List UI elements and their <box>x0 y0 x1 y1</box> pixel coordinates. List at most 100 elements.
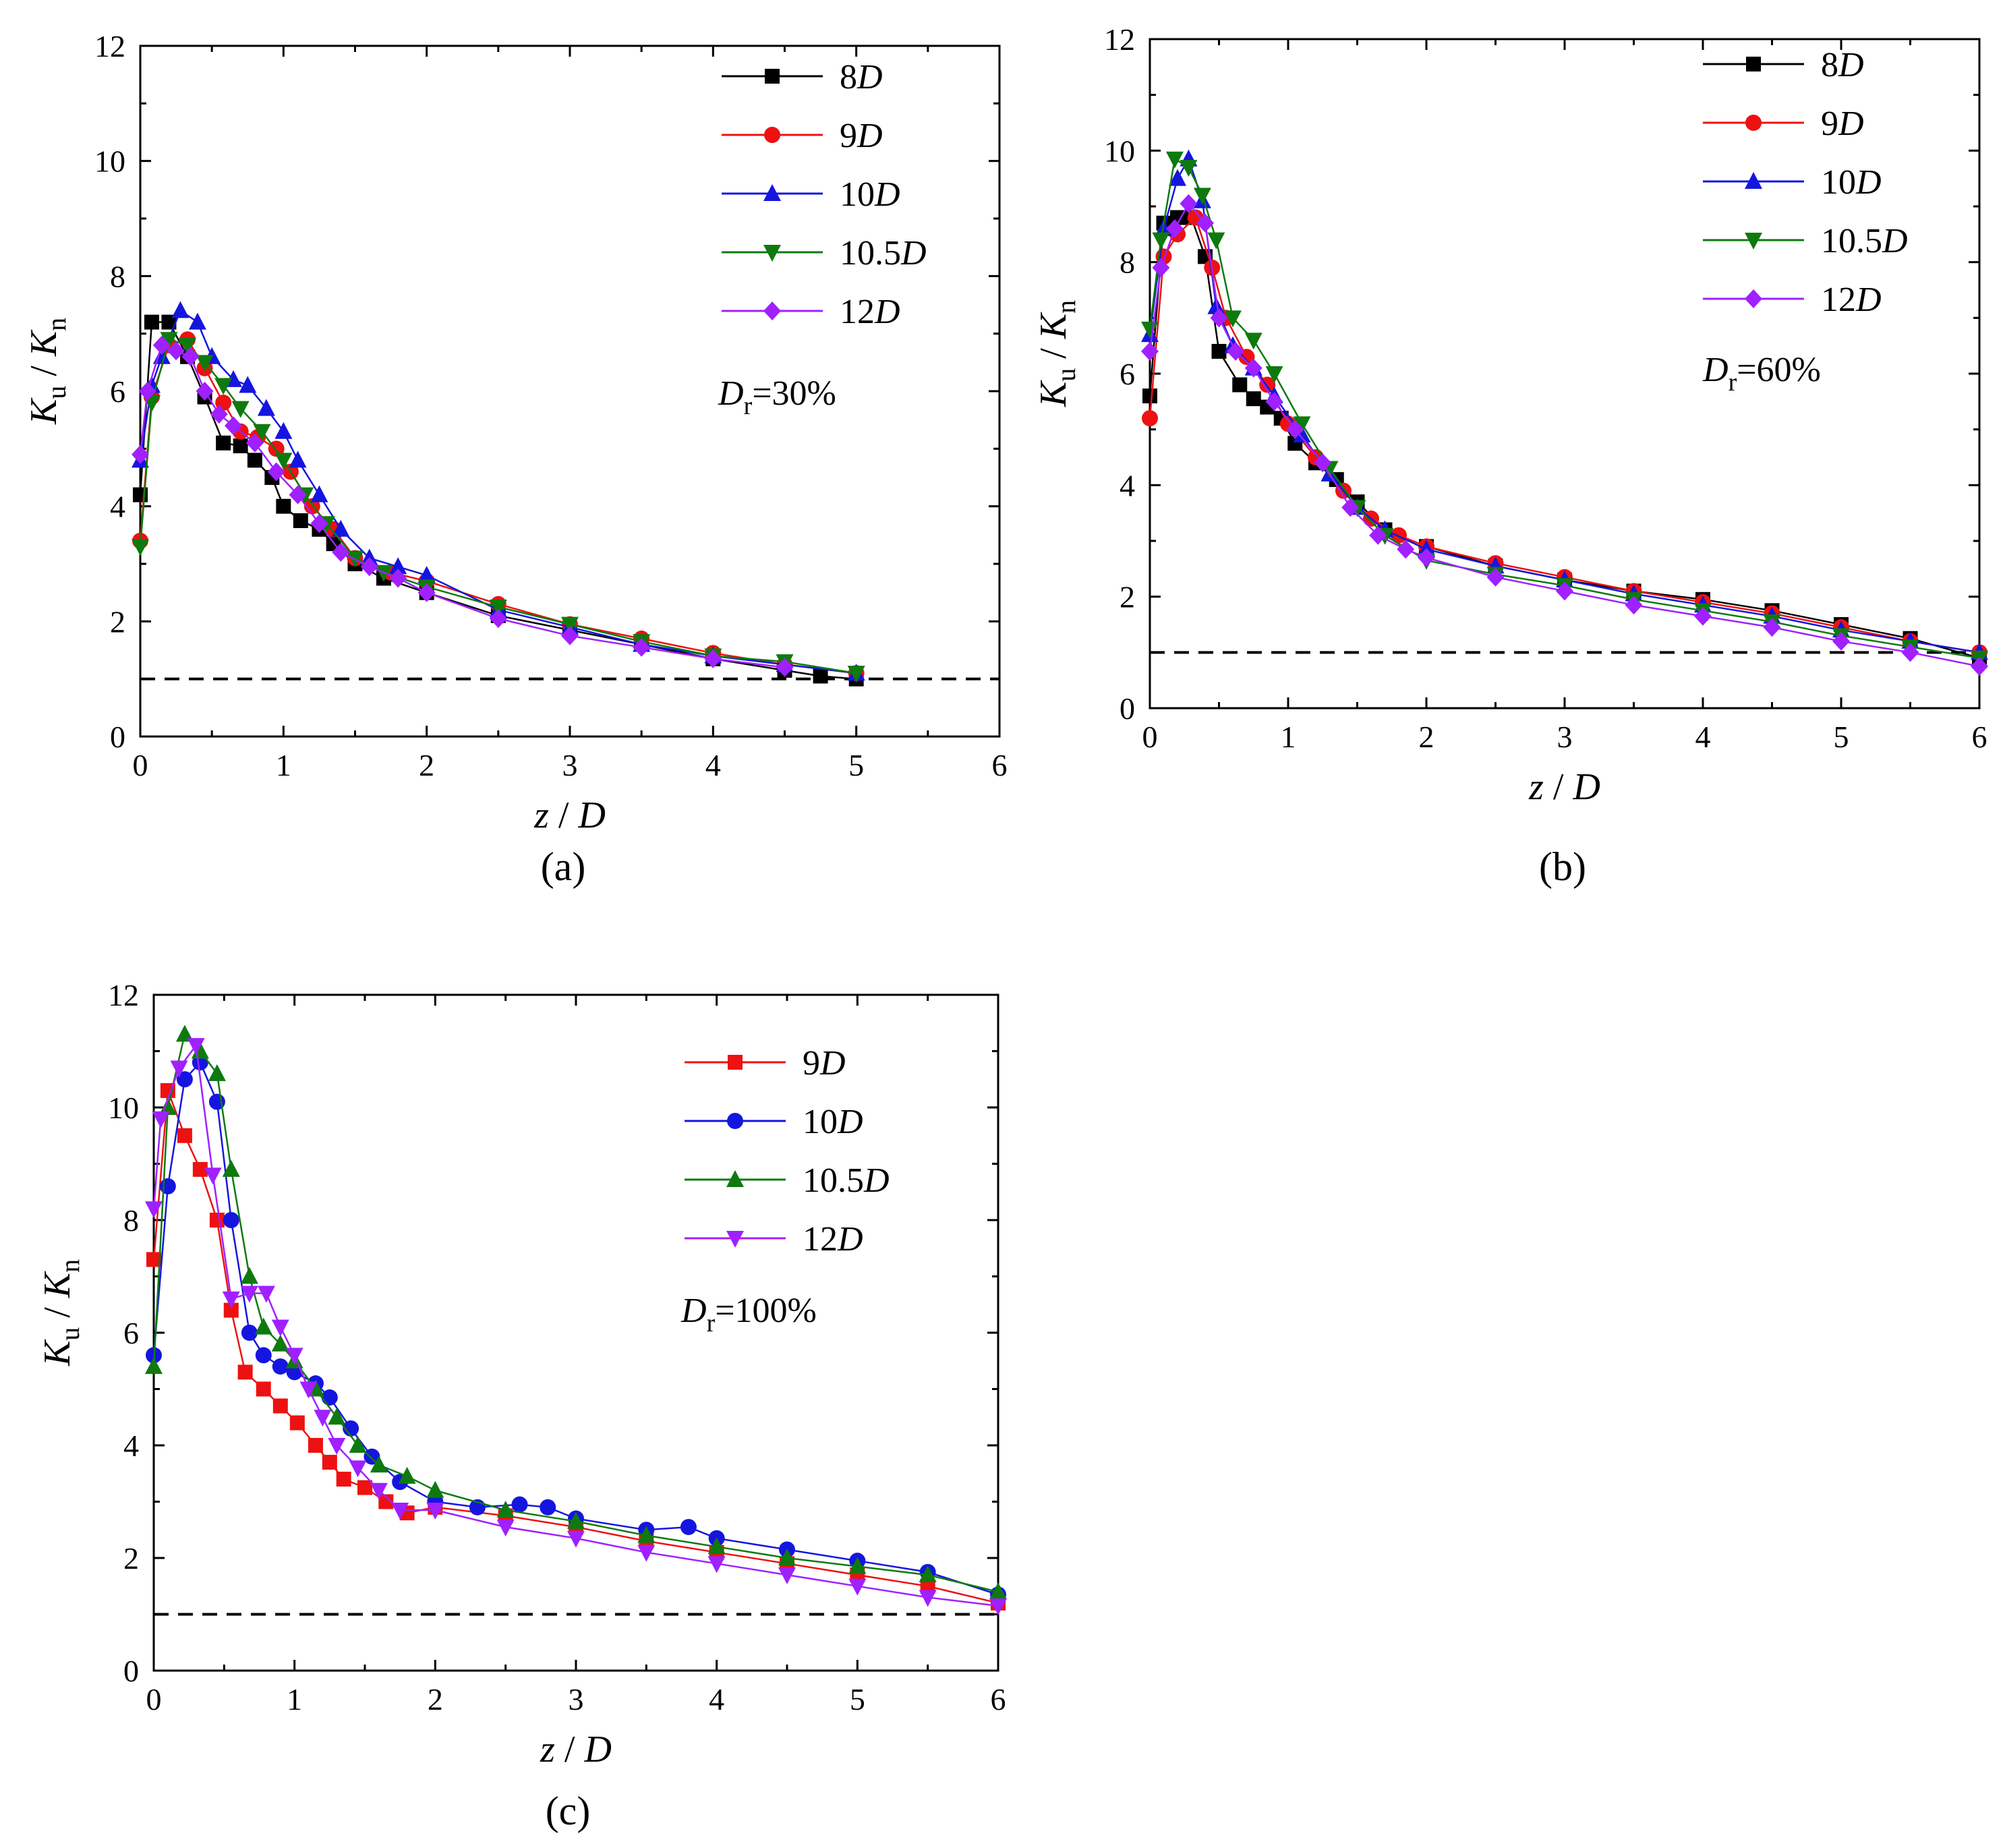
data-point <box>188 312 206 330</box>
x-axis-title: z / D <box>540 1729 612 1770</box>
data-point <box>181 347 200 366</box>
y-tick-label: 6 <box>123 1316 139 1350</box>
data-point <box>216 435 231 451</box>
data-point <box>256 1381 271 1397</box>
x-tick-label: 2 <box>1419 720 1434 754</box>
data-point <box>1369 525 1387 545</box>
data-point <box>322 1455 337 1470</box>
data-point <box>920 1578 935 1594</box>
data-point <box>496 1501 515 1518</box>
data-point <box>1244 333 1262 350</box>
legend-marker <box>765 69 780 84</box>
data-point <box>237 1364 253 1380</box>
data-point <box>1193 187 1211 205</box>
data-point <box>637 1526 656 1543</box>
y-tick-label: 0 <box>1120 691 1135 726</box>
data-point <box>561 616 579 634</box>
series-12D <box>1141 194 1988 676</box>
data-point <box>1556 581 1573 601</box>
data-point <box>778 1567 796 1585</box>
x-axis-title: z / D <box>533 795 606 836</box>
x-tick-label: 3 <box>562 748 578 782</box>
y-tick-label: 4 <box>110 490 125 524</box>
data-point <box>1141 341 1159 361</box>
data-point <box>289 1415 305 1431</box>
data-point <box>1152 258 1170 277</box>
data-point <box>417 583 436 602</box>
data-point <box>274 453 293 470</box>
data-point <box>152 335 171 355</box>
legend-entry-12D: 12D <box>722 293 900 331</box>
legend-entry-8D: 8D <box>722 58 883 96</box>
data-point <box>160 332 178 349</box>
legend-label: 9D <box>803 1044 846 1082</box>
data-point <box>138 382 156 401</box>
y-tick-label: 12 <box>108 978 139 1012</box>
data-point <box>1165 219 1184 239</box>
legend-label: 10D <box>1821 163 1882 202</box>
data-point <box>245 433 264 453</box>
data-point <box>152 1111 170 1128</box>
data-point <box>919 1590 937 1607</box>
data-point <box>1391 527 1407 544</box>
series-line <box>1149 157 1980 659</box>
legend-label: 8D <box>1821 46 1864 84</box>
x-tick-label: 2 <box>428 1682 443 1716</box>
x-tick-label: 1 <box>287 1682 302 1716</box>
x-tick-label: 3 <box>569 1682 584 1716</box>
data-point <box>349 1436 367 1453</box>
legend-marker <box>726 1231 744 1248</box>
series-line <box>139 309 857 674</box>
y-tick-label: 6 <box>110 374 125 409</box>
data-point <box>561 626 579 645</box>
data-point <box>343 1420 359 1437</box>
legend-marker <box>1745 233 1762 250</box>
data-point <box>132 444 149 464</box>
legend-marker <box>763 301 781 320</box>
data-point <box>1265 392 1283 411</box>
data-point <box>175 1024 194 1042</box>
data-point <box>511 1496 528 1513</box>
legend-entry-10D: 10D <box>722 175 900 214</box>
data-point <box>989 1582 1007 1600</box>
data-point <box>170 1060 188 1078</box>
data-point <box>289 485 307 504</box>
data-point <box>274 422 293 439</box>
data-point <box>241 1325 258 1341</box>
data-point <box>161 314 177 330</box>
data-point <box>489 609 507 629</box>
data-point <box>496 1520 515 1537</box>
data-point <box>847 666 865 683</box>
data-point <box>272 1398 288 1414</box>
y-axis-title: Ku / Kn <box>1033 300 1081 407</box>
y-axis-title: Ku / Kn <box>36 1259 85 1366</box>
data-point <box>132 539 149 556</box>
series-12D <box>132 335 794 677</box>
data-point <box>328 1408 346 1425</box>
legend-label: 12D <box>803 1220 863 1259</box>
x-tick-label: 0 <box>1142 720 1158 754</box>
data-point <box>1901 643 1919 662</box>
data-point <box>254 1317 272 1335</box>
x-tick-label: 5 <box>850 1682 865 1716</box>
y-tick-label: 2 <box>123 1541 139 1576</box>
data-point <box>707 1556 726 1573</box>
legend-label: 9D <box>840 117 883 155</box>
data-point <box>171 301 190 318</box>
y-tick-label: 12 <box>1104 22 1135 57</box>
y-tick-label: 8 <box>1120 246 1135 280</box>
data-point <box>208 1064 226 1081</box>
data-point <box>332 519 350 537</box>
data-point <box>370 1455 388 1473</box>
data-point <box>204 1167 222 1185</box>
x-tick-label: 6 <box>1972 720 1987 754</box>
data-point <box>398 1466 416 1484</box>
data-point <box>1625 596 1643 615</box>
data-point <box>336 1472 351 1487</box>
data-point <box>276 498 291 514</box>
data-point <box>707 1537 726 1555</box>
x-axis-title: z / D <box>1528 766 1600 808</box>
y-tick-label: 10 <box>108 1091 139 1125</box>
data-point <box>364 1448 380 1465</box>
